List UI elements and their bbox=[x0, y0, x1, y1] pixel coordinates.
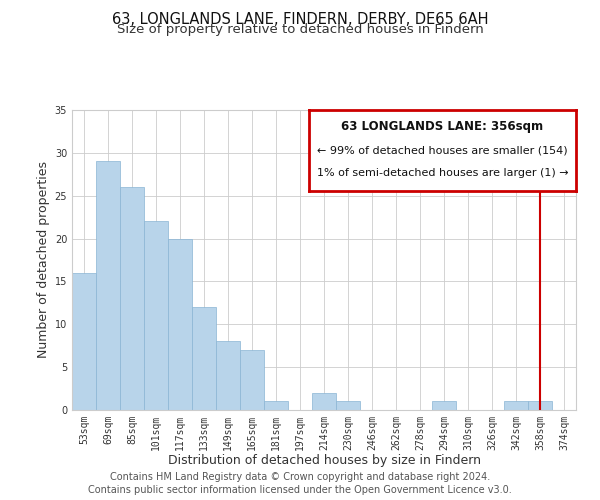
Bar bbox=[312, 393, 336, 410]
X-axis label: Distribution of detached houses by size in Findern: Distribution of detached houses by size … bbox=[167, 454, 481, 468]
Bar bbox=[504, 402, 528, 410]
Bar bbox=[432, 402, 456, 410]
Bar bbox=[72, 273, 96, 410]
Text: Size of property relative to detached houses in Findern: Size of property relative to detached ho… bbox=[116, 22, 484, 36]
Text: 63, LONGLANDS LANE, FINDERN, DERBY, DE65 6AH: 63, LONGLANDS LANE, FINDERN, DERBY, DE65… bbox=[112, 12, 488, 28]
Bar bbox=[96, 162, 120, 410]
Text: Contains public sector information licensed under the Open Government Licence v3: Contains public sector information licen… bbox=[88, 485, 512, 495]
Bar bbox=[240, 350, 264, 410]
Bar bbox=[192, 307, 216, 410]
Bar bbox=[144, 222, 168, 410]
Bar bbox=[168, 238, 192, 410]
Bar bbox=[528, 402, 552, 410]
Text: Contains HM Land Registry data © Crown copyright and database right 2024.: Contains HM Land Registry data © Crown c… bbox=[110, 472, 490, 482]
Bar bbox=[216, 342, 240, 410]
Bar bbox=[336, 402, 360, 410]
Bar bbox=[264, 402, 288, 410]
Bar bbox=[120, 187, 144, 410]
Y-axis label: Number of detached properties: Number of detached properties bbox=[37, 162, 50, 358]
